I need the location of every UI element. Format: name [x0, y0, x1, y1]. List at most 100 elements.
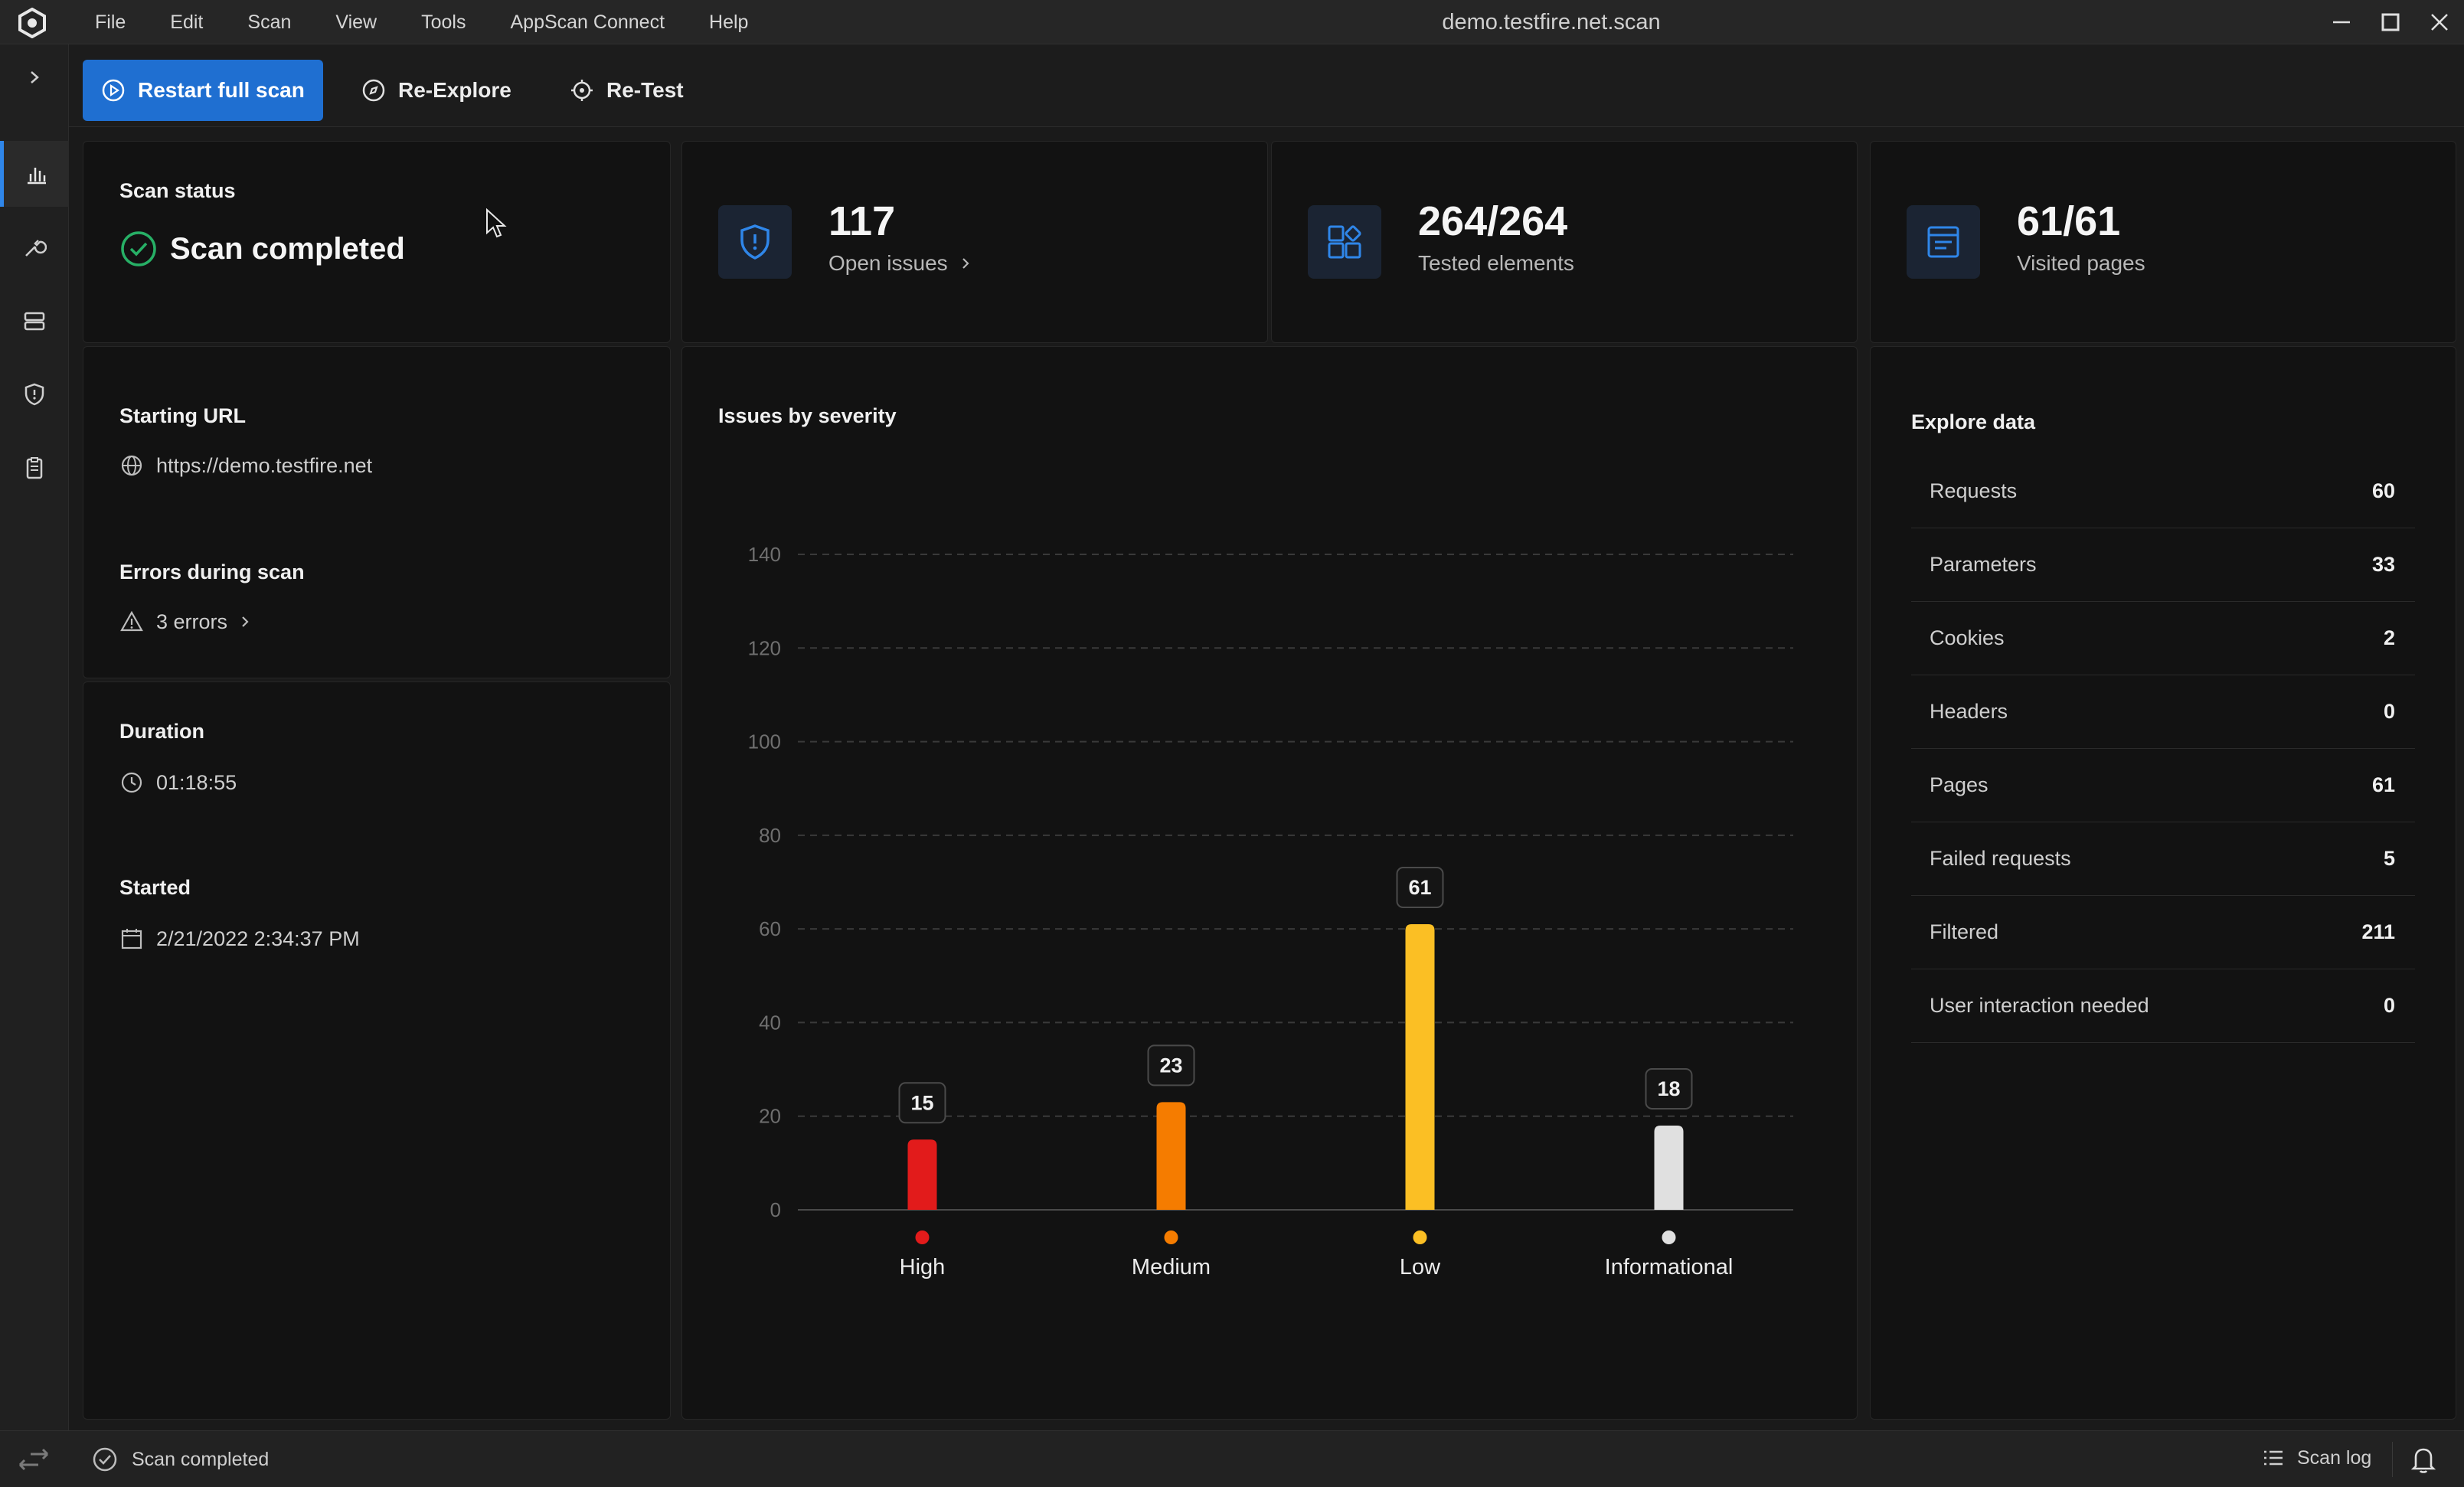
data-label: 18 [1657, 1077, 1680, 1100]
explore-row-value: 61 [2371, 773, 2395, 796]
expand-rail-button[interactable] [0, 44, 69, 110]
chevron-right-icon [242, 616, 249, 627]
bar-chart-icon [27, 168, 46, 185]
started-line: 2/21/2022 2:34:37 PM [119, 927, 360, 951]
x-tick-label: Informational [1605, 1255, 1734, 1279]
category-dot [1413, 1230, 1427, 1244]
minimize-icon [2333, 21, 2350, 24]
bell-icon [2410, 1448, 2436, 1473]
explore-row-key: Headers [1930, 700, 2008, 723]
explore-row-value: 2 [2383, 626, 2395, 649]
starting-url-line: https://demo.testfire.net [119, 453, 372, 478]
chart-title: Issues by severity [718, 404, 897, 427]
server-icon [24, 312, 45, 331]
open-issues-link[interactable]: Open issues [828, 251, 972, 276]
tested-elements-label: Tested elements [1418, 251, 1574, 275]
explore-row: User interaction needed 0 [1911, 969, 2415, 1043]
data-label-box [1396, 867, 1444, 909]
issues-by-severity-panel [681, 346, 1858, 1420]
status-text: Scan completed [132, 1448, 270, 1470]
errors-link[interactable]: 3 errors [119, 610, 264, 634]
rail-issues[interactable] [0, 361, 69, 427]
errors-value: 3 errors [156, 610, 228, 633]
starting-url-label: Starting URL [119, 404, 246, 427]
rail-dashboard[interactable] [0, 141, 69, 207]
duration-value: 01:18:55 [156, 770, 237, 794]
category-dot [1662, 1230, 1676, 1244]
page-icon [1927, 226, 1959, 258]
issues-by-severity-chart: 0 20 40 60 80 100 120 140 15 High 23 Medium 61 Low 18 I… [748, 543, 1793, 1279]
explore-row-key: User interaction needed [1930, 994, 2149, 1017]
menu-file[interactable]: File [95, 11, 126, 33]
re-explore-label: Re-Explore [398, 78, 511, 102]
title-bar: File Edit Scan View Tools AppScan Connec… [0, 0, 2464, 44]
explore-row: Cookies 2 [1911, 602, 2415, 675]
explore-row: Failed requests 5 [1911, 822, 2415, 896]
menu-scan[interactable]: Scan [247, 11, 292, 33]
x-tick-label: Medium [1132, 1255, 1211, 1279]
restart-full-scan-label: Restart full scan [138, 78, 305, 102]
scan-log-button[interactable]: Scan log [2262, 1446, 2371, 1469]
status-divider [2392, 1442, 2393, 1477]
visited-pages-count: 61/61 [2017, 198, 2121, 244]
x-tick-label: High [900, 1255, 946, 1279]
maximize-button[interactable] [2366, 0, 2415, 44]
visited-pages-icon-box [1907, 205, 1980, 279]
scan-info-panel [83, 346, 671, 678]
data-label-box [1147, 1044, 1195, 1087]
rail-configuration[interactable] [0, 214, 69, 280]
explore-row-value: 5 [2383, 847, 2395, 870]
explore-row: Pages 61 [1911, 749, 2415, 822]
restart-full-scan-button[interactable]: Restart full scan [83, 60, 323, 121]
category-dot [1164, 1230, 1178, 1244]
explore-row: Parameters 33 [1911, 528, 2415, 602]
scan-status-value-line: Scan completed [119, 230, 405, 268]
open-issues-count: 117 [828, 198, 896, 244]
scan-status-label: Scan status [119, 179, 236, 202]
left-rail [0, 44, 69, 1430]
re-test-button[interactable]: Re-Test [551, 60, 702, 121]
explore-row-key: Parameters [1930, 553, 2037, 576]
close-button[interactable] [2415, 0, 2464, 44]
tested-elements-panel [1271, 141, 1858, 343]
notifications-button[interactable] [2410, 1445, 2436, 1478]
check-circle-icon [121, 231, 156, 266]
timing-panel [83, 681, 671, 1420]
rail-reports[interactable] [0, 435, 69, 501]
maximize-icon [2381, 13, 2400, 31]
explore-row: Requests 60 [1911, 455, 2415, 528]
tested-elements-count: 264/264 [1418, 198, 1568, 244]
bar-high [907, 1139, 937, 1210]
menu-view[interactable]: View [335, 11, 377, 33]
explore-data-title: Explore data [1911, 410, 2036, 433]
minimize-button[interactable] [2317, 0, 2366, 44]
rail-data[interactable] [0, 288, 69, 354]
x-tick-label: Low [1400, 1255, 1441, 1279]
close-icon [2431, 14, 2448, 31]
bar-informational [1654, 1125, 1684, 1210]
explore-row: Headers 0 [1911, 675, 2415, 749]
play-circle-icon [102, 79, 125, 102]
explore-row-value: 0 [2383, 700, 2395, 723]
menu-appscan-connect[interactable]: AppScan Connect [510, 11, 665, 33]
explore-row-key: Failed requests [1930, 847, 2071, 870]
menu-tools[interactable]: Tools [421, 11, 466, 33]
check-circle-icon [93, 1447, 117, 1472]
status-bar: Scan completed Scan log [0, 1430, 2464, 1487]
y-tick-label: 140 [748, 543, 781, 566]
menu-bar: File Edit Scan View Tools AppScan Connec… [95, 0, 792, 44]
calendar-icon [121, 929, 142, 949]
started-value: 2/21/2022 2:34:37 PM [156, 927, 360, 950]
re-explore-button[interactable]: Re-Explore [343, 60, 530, 121]
chevron-right-icon [31, 71, 39, 83]
clipboard-icon [26, 457, 43, 479]
menu-edit[interactable]: Edit [170, 11, 204, 33]
data-label: 61 [1408, 876, 1431, 899]
scan-log-label: Scan log [2297, 1446, 2372, 1469]
elements-icon [1328, 225, 1361, 259]
category-dot [915, 1230, 930, 1244]
explore-row-key: Requests [1930, 479, 2018, 502]
re-test-label: Re-Test [606, 78, 684, 102]
menu-help[interactable]: Help [709, 11, 749, 33]
bar-low [1405, 924, 1435, 1210]
